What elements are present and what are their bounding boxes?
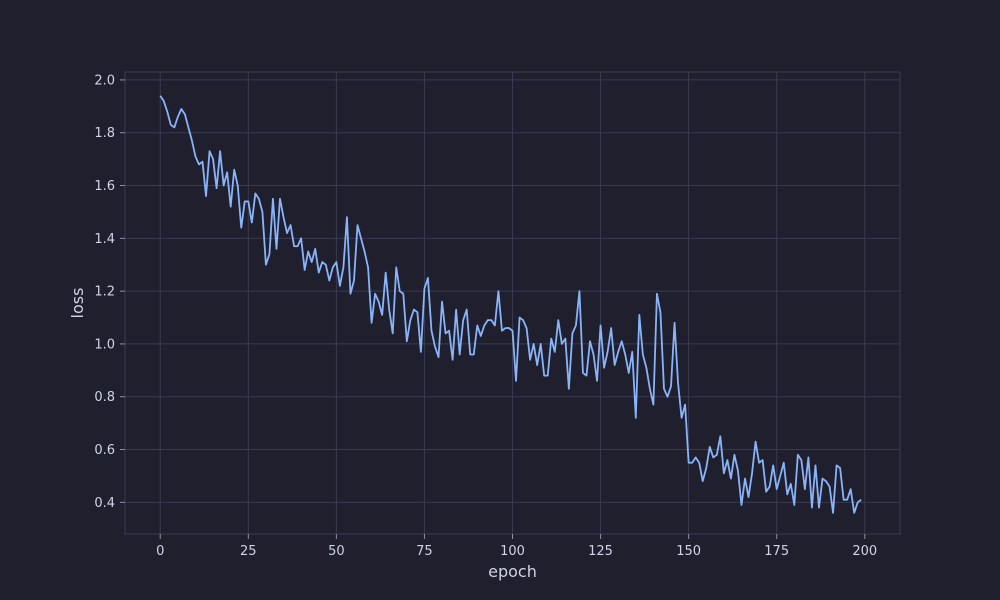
y-axis-ticks: 0.4 0.6 0.8 1.0 1.2 1.4 1.6 1.8 2.0 [94, 73, 125, 510]
y-tick-label: 2.0 [94, 73, 115, 88]
x-tick-label: 75 [416, 544, 433, 559]
y-tick-label: 0.6 [94, 443, 115, 458]
x-tick-label: 175 [764, 544, 789, 559]
x-tick-label: 0 [156, 544, 164, 559]
y-tick-label: 1.2 [94, 285, 115, 300]
y-tick-label: 1.4 [94, 232, 115, 247]
y-tick-label: 1.6 [94, 179, 115, 194]
y-tick-label: 1.0 [94, 337, 115, 352]
x-tick-label: 200 [852, 544, 877, 559]
y-tick-label: 0.4 [94, 496, 115, 511]
x-axis-label: epoch [488, 562, 537, 581]
y-axis-label: loss [68, 288, 87, 319]
x-tick-label: 25 [240, 544, 257, 559]
y-tick-label: 0.8 [94, 390, 115, 405]
x-tick-label: 100 [500, 544, 525, 559]
x-tick-label: 150 [676, 544, 701, 559]
x-axis-ticks: 0 25 50 75 100 125 150 175 200 [156, 534, 877, 559]
y-tick-label: 1.8 [94, 126, 115, 141]
x-tick-label: 125 [588, 544, 613, 559]
x-tick-label: 50 [328, 544, 345, 559]
